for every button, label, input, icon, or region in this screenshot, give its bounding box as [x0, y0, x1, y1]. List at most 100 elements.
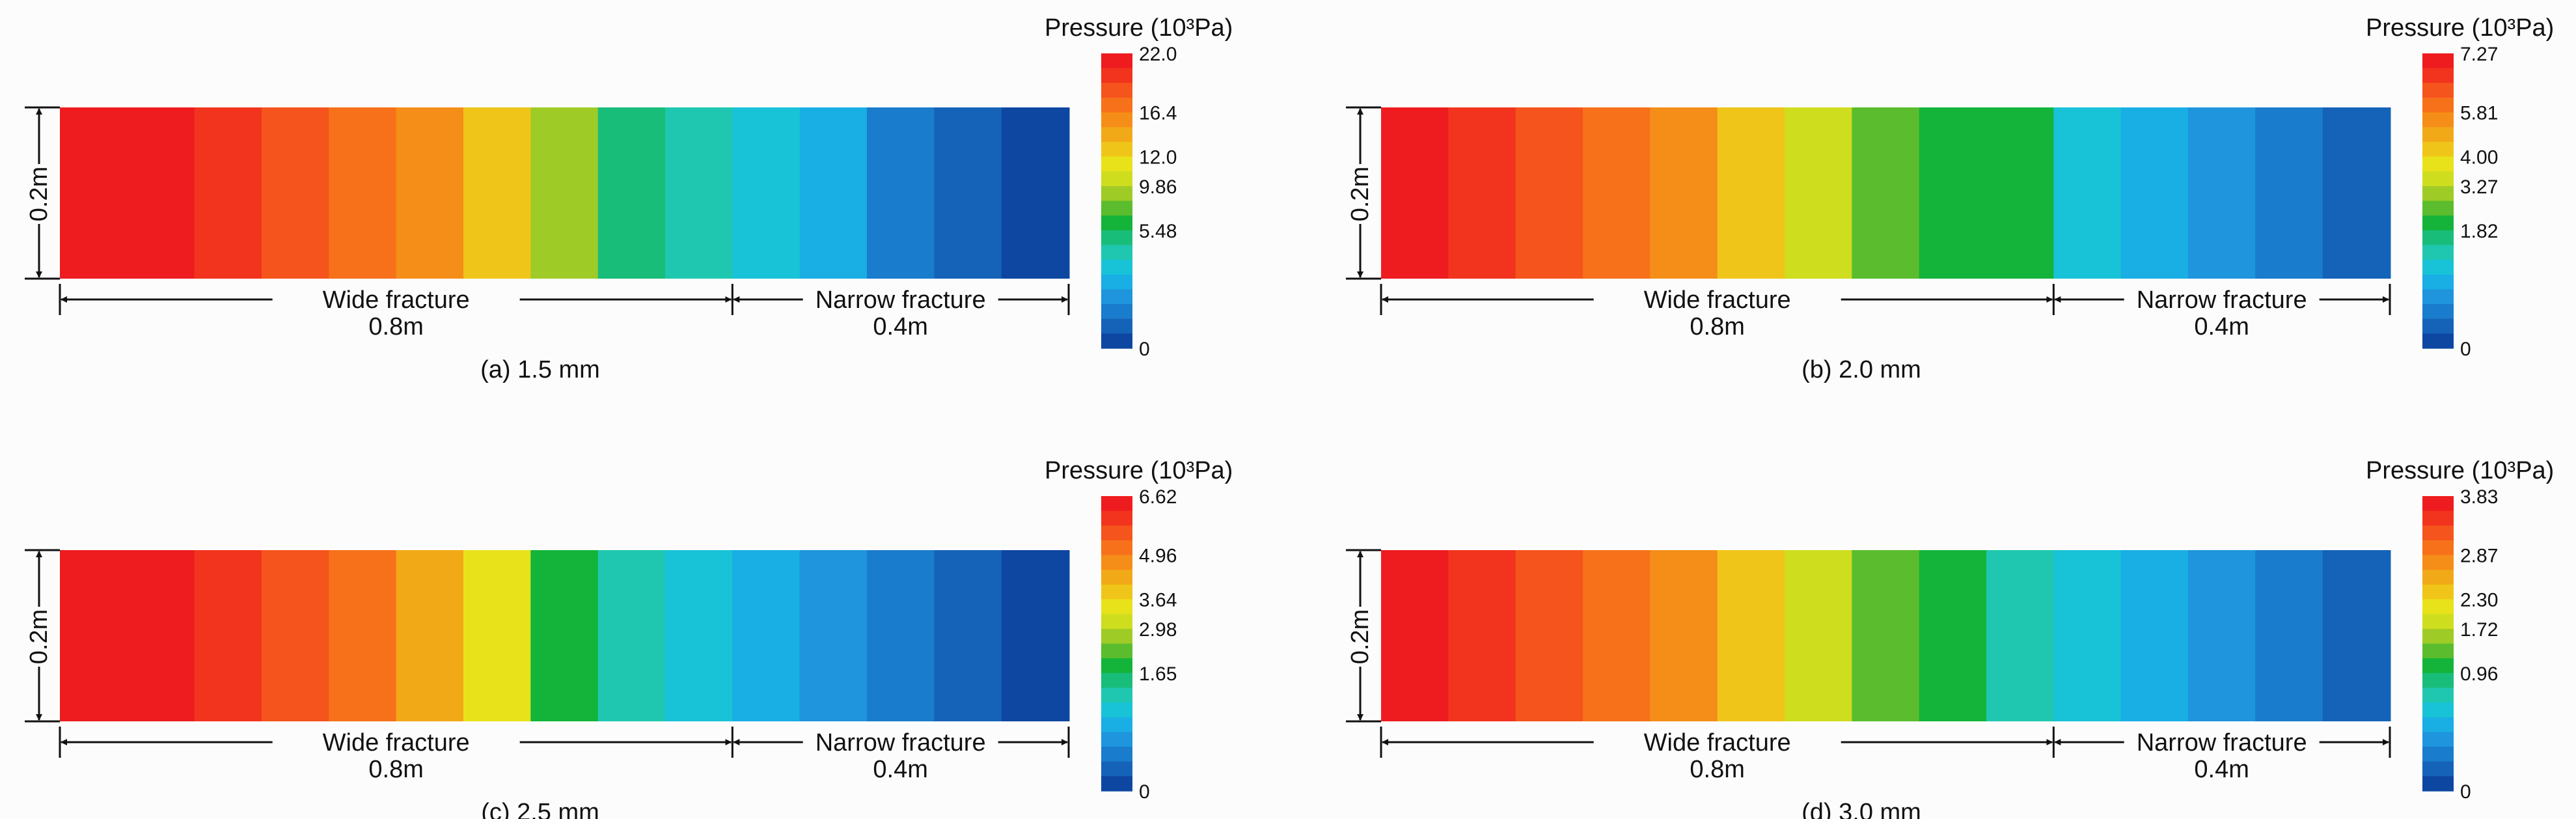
legend-swatch — [1101, 333, 1132, 349]
narrow-fracture-label: Narrow fracture — [815, 729, 986, 757]
legend-swatch — [1101, 201, 1132, 216]
panel-caption: (a) 1.5 mm — [480, 356, 600, 383]
legend-tick-label: 0 — [2460, 339, 2471, 360]
contour-band — [396, 107, 465, 279]
legend-swatch — [2422, 215, 2454, 231]
contour-band — [60, 550, 128, 721]
legend-swatch — [1101, 97, 1132, 113]
legend-swatch — [1101, 304, 1132, 320]
panel-caption: (b) 2.0 mm — [1802, 356, 1921, 383]
legend-swatch — [2422, 318, 2454, 334]
legend-tick-label: 2.98 — [1139, 619, 1177, 641]
legend-tick-label: 6.62 — [1139, 486, 1177, 508]
contour-band — [1986, 107, 2055, 279]
contour-band — [329, 107, 398, 279]
contour-band — [1381, 107, 1449, 279]
legend-swatch — [1101, 761, 1132, 777]
legend-tick-label: 2.87 — [2460, 546, 2498, 567]
legend-swatch — [1101, 525, 1132, 541]
legend-title: Pressure (10³Pa) — [1045, 457, 1233, 484]
contour-band — [732, 107, 801, 279]
legend-swatch — [1101, 673, 1132, 689]
contour-band — [799, 107, 868, 279]
contour-band — [799, 550, 868, 721]
legend-swatch — [2422, 230, 2454, 246]
legend-tick-label: 1.82 — [2460, 221, 2498, 242]
legend-swatch — [2422, 53, 2454, 69]
legend-swatch — [1101, 274, 1132, 290]
legend-swatch — [1101, 318, 1132, 334]
contour-band — [867, 550, 935, 721]
legend-swatch — [1101, 658, 1132, 674]
narrow-label-bg — [802, 727, 998, 755]
legend-swatch — [1101, 510, 1132, 526]
legend-swatch — [2422, 156, 2454, 172]
legend-swatch — [1101, 215, 1132, 231]
wide-label-bg — [272, 284, 520, 312]
legend-swatch — [1101, 747, 1132, 762]
narrow-label-bg — [802, 284, 998, 312]
height-label: 0.2m — [25, 167, 53, 221]
legend-swatch — [1101, 496, 1132, 512]
narrow-fracture-label: Narrow fracture — [2137, 729, 2307, 757]
contour-band — [1583, 550, 1651, 721]
legend-swatch — [1101, 141, 1132, 158]
contour-band — [1785, 107, 1853, 279]
legend-swatch — [1101, 570, 1132, 585]
contour-band — [1515, 107, 1584, 279]
contour-band — [2053, 550, 2122, 721]
legend-swatch — [2422, 260, 2454, 275]
legend-swatch — [2422, 201, 2454, 216]
contour-band — [1001, 107, 1070, 279]
contour-band — [1448, 550, 1517, 721]
contour-band — [665, 107, 733, 279]
legend-tick-label: 16.4 — [1139, 103, 1177, 124]
legend-tick-label: 0 — [1139, 781, 1150, 803]
legend-swatch — [2422, 570, 2454, 585]
legend-swatch — [1101, 540, 1132, 556]
legend-swatch — [1101, 156, 1132, 172]
contour-band — [1515, 550, 1584, 721]
legend-swatch — [1101, 702, 1132, 718]
legend-swatch — [2422, 510, 2454, 526]
legend-swatch — [2422, 658, 2454, 674]
contour-band — [127, 107, 196, 279]
contour-band — [1381, 550, 1449, 721]
contour-band — [2188, 550, 2256, 721]
wide-fracture-label: Wide fracture — [323, 286, 470, 314]
height-label-bg — [1350, 164, 1372, 224]
narrow-fracture-label: Narrow fracture — [815, 286, 986, 314]
narrow-fracture-length: 0.4m — [2194, 313, 2249, 340]
legend-swatch — [1101, 112, 1132, 128]
contour-band — [194, 107, 263, 279]
legend-swatch — [2422, 112, 2454, 128]
legend-swatch — [2422, 599, 2454, 615]
wide-fracture-label: Wide fracture — [323, 729, 470, 757]
legend-tick-label: 1.72 — [2460, 619, 2498, 641]
contour-band — [60, 107, 128, 279]
contour-band — [1785, 550, 1853, 721]
contour-band — [2188, 107, 2256, 279]
legend-tick-label: 7.27 — [2460, 44, 2498, 65]
contour-band — [463, 107, 532, 279]
legend-swatch — [1101, 53, 1132, 69]
legend-swatch — [2422, 83, 2454, 98]
contour-band — [1717, 107, 1786, 279]
legend-swatch — [2422, 333, 2454, 349]
legend-tick-label: 9.86 — [1139, 176, 1177, 198]
contour-band — [530, 107, 599, 279]
legend-swatch — [1101, 245, 1132, 260]
legend-tick-label: 1.65 — [1139, 663, 1177, 685]
contour-band — [934, 550, 1003, 721]
legend-tick-label: 5.48 — [1139, 221, 1177, 242]
narrow-fracture-length: 0.4m — [873, 313, 927, 340]
legend-swatch — [1101, 68, 1132, 83]
legend-swatch — [1101, 555, 1132, 570]
legend-tick-label: 4.00 — [2460, 147, 2498, 169]
legend-swatch — [2422, 496, 2454, 512]
contour-band — [463, 550, 532, 721]
